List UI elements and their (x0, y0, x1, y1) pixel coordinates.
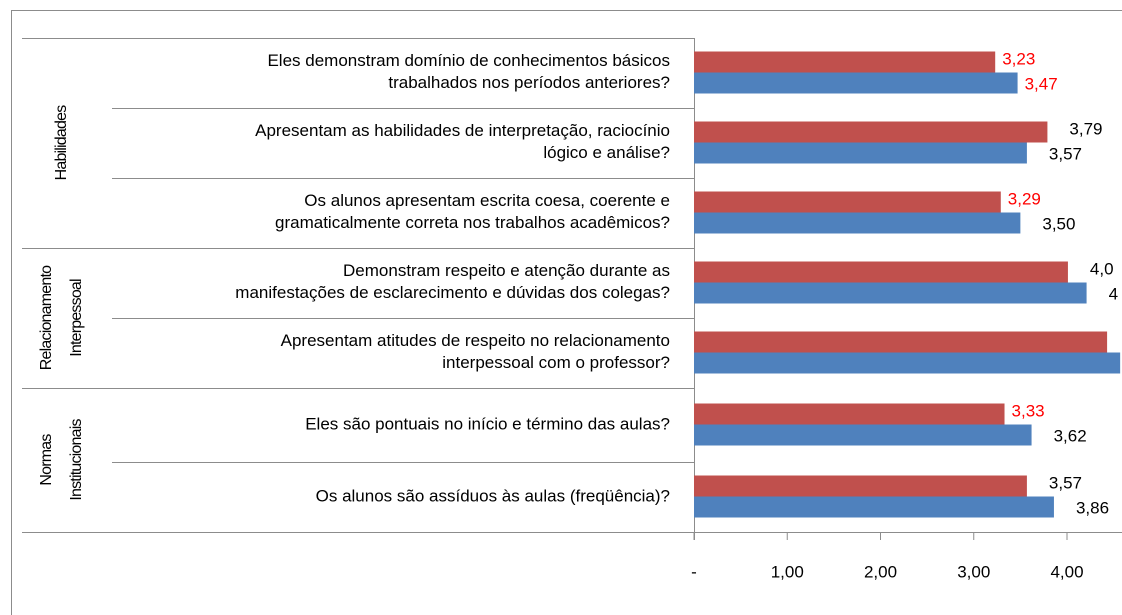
group-label: Normas Institucionais (38, 419, 85, 501)
bar (694, 121, 1048, 143)
bar (694, 142, 1027, 164)
value-label: 4,0 (1090, 259, 1114, 278)
value-label: 3,62 (1054, 426, 1087, 445)
bar (694, 212, 1021, 234)
category-label: Os alunos apresentam escrita coesa, coer… (275, 191, 670, 232)
category-label: Apresentam as habilidades de interpretaç… (255, 121, 670, 162)
bar (694, 403, 1005, 425)
x-tick-label: 1,00 (771, 562, 804, 581)
category-label: Eles são pontuais no início e término da… (305, 414, 670, 433)
bar (694, 424, 1032, 446)
x-tick-label: - (691, 562, 697, 581)
x-tick-label: 2,00 (864, 562, 897, 581)
value-label: 4 (1109, 284, 1118, 303)
x-tick-label: 4,00 (1050, 562, 1083, 581)
value-label: 3,47 (1025, 74, 1058, 93)
bar (694, 475, 1027, 497)
bar (694, 51, 996, 73)
value-label: 3,57 (1049, 144, 1082, 163)
value-label: 3,50 (1042, 214, 1075, 233)
value-label: 3,79 (1069, 119, 1102, 138)
bar (694, 331, 1108, 353)
value-label: 3,33 (1012, 401, 1045, 420)
bar (694, 72, 1018, 94)
bar (694, 352, 1121, 374)
group-label: Relacionamento Interpessoal (38, 265, 85, 370)
x-tick-label: 3,00 (957, 562, 990, 581)
category-label: Demonstram respeito e atenção durante as… (235, 261, 670, 302)
value-label: 3,29 (1008, 189, 1041, 208)
bar (694, 282, 1087, 304)
value-label: 3,86 (1076, 498, 1109, 517)
value-label: 3,57 (1049, 473, 1082, 492)
category-label: Os alunos são assíduos às aulas (freqüên… (316, 486, 670, 505)
chart-frame (11, 10, 1122, 615)
bar (694, 191, 1001, 213)
group-label: Habilidades (53, 105, 70, 181)
bar (694, 496, 1054, 518)
value-label: 3,23 (1002, 49, 1035, 68)
category-label: Apresentam atitudes de respeito no relac… (281, 331, 670, 372)
bar (694, 261, 1068, 283)
category-label: Eles demonstram domínio de conhecimentos… (267, 51, 670, 92)
